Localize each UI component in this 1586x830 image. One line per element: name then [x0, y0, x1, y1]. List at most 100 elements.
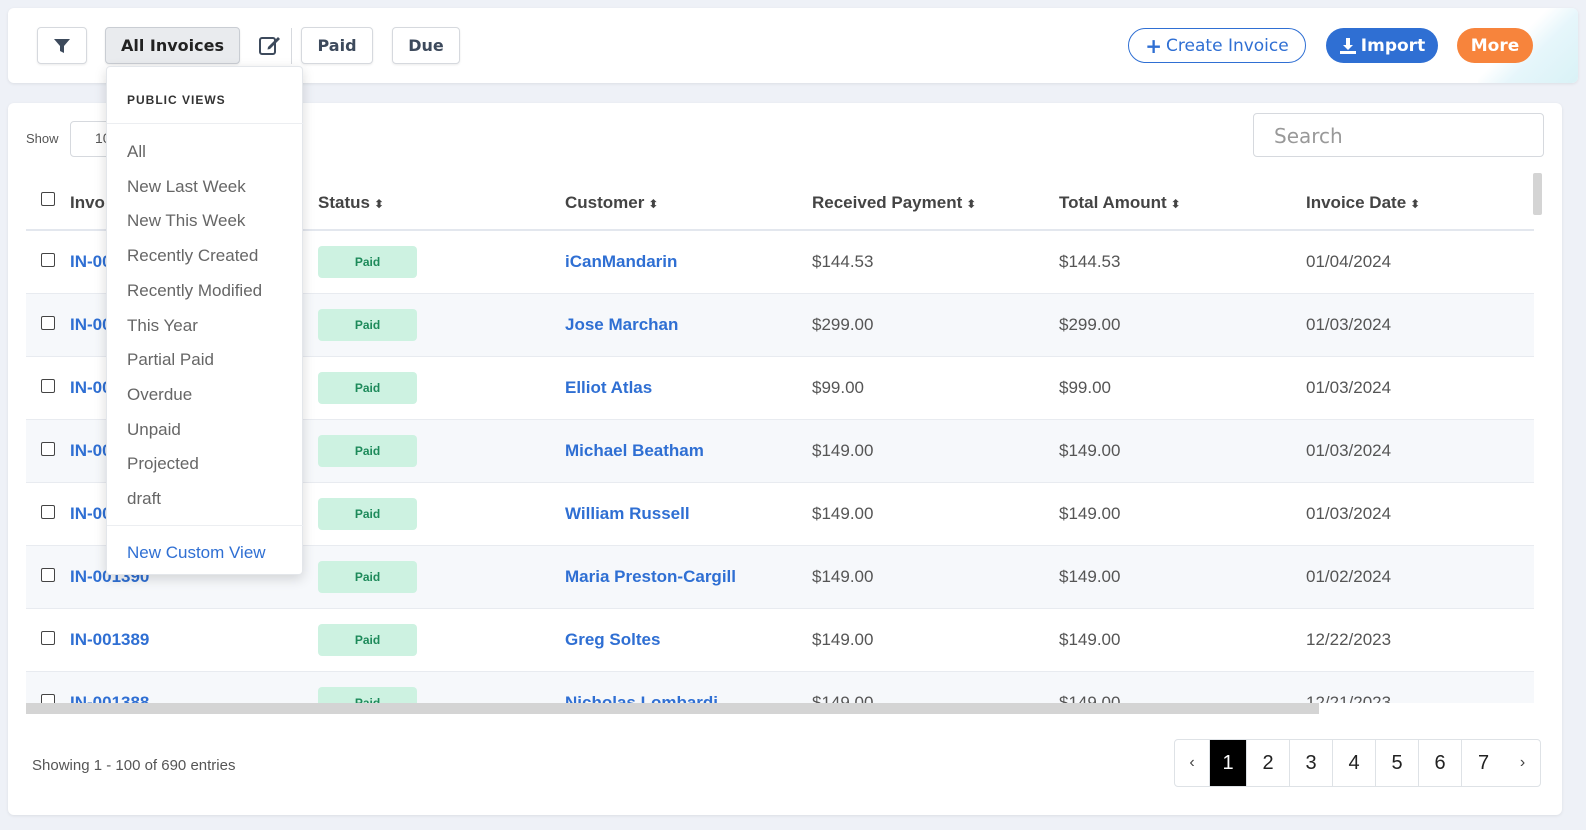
- header-customer-label: Customer: [565, 193, 645, 212]
- row-checkbox[interactable]: [41, 379, 55, 393]
- table-row[interactable]: IN-001389 Paid Greg Soltes $149.00 $149.00 12…: [26, 609, 1534, 672]
- prev-page-button[interactable]: ‹: [1175, 740, 1210, 786]
- row-checkbox[interactable]: [41, 631, 55, 645]
- table-row[interactable]: IN-001391PaidWilliam Russell$149.00$149.…: [26, 483, 1534, 546]
- invoice-date-value: 01/04/2024: [1306, 252, 1392, 271]
- dropdown-item[interactable]: New Last Week: [127, 176, 246, 196]
- search-input[interactable]: Search: [1253, 113, 1544, 157]
- toolbar-divider: [291, 28, 292, 64]
- views-dropdown-button[interactable]: All Invoices: [105, 27, 240, 64]
- sort-icon: ⬍: [373, 197, 385, 211]
- status-badge: Paid: [318, 498, 417, 530]
- dropdown-item[interactable]: Partial Paid: [127, 350, 214, 370]
- more-button[interactable]: More: [1457, 28, 1533, 63]
- row-checkbox[interactable]: [41, 253, 55, 267]
- customer-link[interactable]: iCanMandarin: [565, 252, 678, 271]
- dropdown-item[interactable]: Projected: [127, 454, 199, 474]
- row-checkbox[interactable]: [41, 442, 55, 456]
- edit-icon[interactable]: [258, 33, 282, 57]
- invoice-date-value: 01/03/2024: [1306, 315, 1392, 334]
- dropdown-item[interactable]: Recently Modified: [127, 280, 263, 300]
- status-badge: Paid: [318, 687, 417, 703]
- dropdown-item[interactable]: Overdue: [127, 384, 193, 404]
- customer-link[interactable]: Nicholas Lombardi: [565, 693, 719, 703]
- customer-link[interactable]: Greg Soltes: [565, 630, 661, 649]
- dropdown-item[interactable]: All: [127, 142, 146, 161]
- create-invoice-label: Create Invoice: [1166, 35, 1289, 56]
- sort-icon: ⬍: [1170, 197, 1181, 211]
- status-badge: Paid: [318, 309, 417, 341]
- download-icon: [1339, 37, 1356, 54]
- dropdown-divider: [107, 525, 304, 526]
- received-payment-value: $299.00: [812, 315, 874, 334]
- invoice-date-value: 01/03/2024: [1306, 378, 1392, 397]
- invoice-date-value: 01/03/2024: [1306, 441, 1392, 460]
- page-button[interactable]: 2: [1247, 740, 1290, 786]
- total-amount-value: $149.00: [1059, 567, 1121, 586]
- row-checkbox[interactable]: [41, 505, 55, 519]
- received-payment-value: $149.00: [812, 441, 874, 460]
- page-button[interactable]: 6: [1419, 740, 1462, 786]
- dropdown-item[interactable]: Recently Created: [127, 246, 259, 266]
- header-total-label: Total Amount: [1059, 193, 1167, 212]
- status-badge: Paid: [318, 624, 417, 656]
- received-payment-value: $99.00: [812, 378, 864, 397]
- header-invoice-date[interactable]: Invoice Date ⬍: [1306, 193, 1420, 213]
- next-page-button[interactable]: ›: [1519, 754, 1526, 771]
- total-amount-value: $144.53: [1059, 252, 1121, 271]
- customer-link[interactable]: Elliot Atlas: [565, 378, 653, 397]
- invoice-date-value: 12/22/2023: [1306, 630, 1392, 649]
- total-amount-value: $99.00: [1059, 378, 1111, 397]
- total-amount-value: $149.00: [1059, 693, 1121, 703]
- row-checkbox[interactable]: [41, 568, 55, 582]
- total-amount-value: $299.00: [1059, 315, 1121, 334]
- total-amount-value: $149.00: [1059, 504, 1121, 523]
- row-checkbox[interactable]: [41, 694, 55, 703]
- customer-link[interactable]: Michael Beatham: [565, 441, 704, 460]
- status-badge: Paid: [318, 372, 417, 404]
- due-filter-button[interactable]: Due: [392, 27, 460, 64]
- page-button[interactable]: 3: [1290, 740, 1333, 786]
- row-checkbox[interactable]: [41, 316, 55, 330]
- sort-icon: ⬍: [1410, 197, 1421, 211]
- header-total-amount[interactable]: Total Amount ⬍: [1059, 193, 1181, 213]
- customer-link[interactable]: William Russell: [565, 504, 690, 523]
- header-received-payment[interactable]: Received Payment ⬍: [812, 193, 976, 213]
- dropdown-divider: [107, 123, 304, 124]
- page-button[interactable]: 4: [1333, 740, 1376, 786]
- table-header: Invoice # Status⬍ Customer⬍ Received Pay…: [26, 173, 1534, 231]
- filter-button[interactable]: [37, 27, 87, 64]
- received-payment-value: $149.00: [812, 567, 874, 586]
- invoice-number-link[interactable]: IN-001388: [70, 693, 150, 703]
- horizontal-scrollbar[interactable]: [26, 703, 1319, 714]
- select-all-checkbox[interactable]: [41, 192, 55, 206]
- customer-link[interactable]: Jose Marchan: [565, 315, 679, 334]
- invoice-number-link[interactable]: IN-001389: [70, 630, 150, 649]
- import-label: Import: [1360, 35, 1426, 56]
- invoice-date-value: 12/21/2023: [1306, 693, 1392, 703]
- filter-icon: [54, 38, 70, 53]
- new-custom-view-link[interactable]: New Custom View: [127, 543, 266, 562]
- total-amount-value: $149.00: [1059, 441, 1121, 460]
- views-dropdown-menu: PUBLIC VIEWS All New Last Week New This We…: [106, 66, 304, 575]
- received-payment-value: $149.00: [812, 504, 874, 523]
- table-row[interactable]: IN-001388 Paid Nicholas Lombardi $149.00 $14…: [26, 672, 1534, 703]
- page-button[interactable]: 7: [1477, 751, 1490, 774]
- header-customer[interactable]: Customer ⬍: [565, 193, 658, 213]
- dropdown-item[interactable]: draft: [127, 489, 162, 508]
- dropdown-item[interactable]: New This Week: [127, 211, 246, 231]
- header-status[interactable]: Status ⬍: [318, 193, 384, 213]
- table-row[interactable]: IN-001395PaidiCanMandarin$144.53$144.530…: [26, 231, 1534, 294]
- customer-link[interactable]: Maria Preston-Cargill: [565, 567, 736, 586]
- page-button[interactable]: 5: [1376, 740, 1419, 786]
- page-button[interactable]: 1: [1210, 740, 1247, 786]
- received-payment-value: $149.00: [812, 630, 874, 649]
- create-invoice-button[interactable]: + Create Invoice: [1128, 28, 1306, 63]
- dropdown-item[interactable]: This Year: [127, 315, 198, 335]
- dropdown-item[interactable]: Unpaid: [127, 419, 181, 439]
- import-button[interactable]: Import: [1326, 28, 1438, 63]
- vertical-scrollbar[interactable]: [1533, 173, 1542, 215]
- paid-filter-button[interactable]: Paid: [301, 27, 373, 64]
